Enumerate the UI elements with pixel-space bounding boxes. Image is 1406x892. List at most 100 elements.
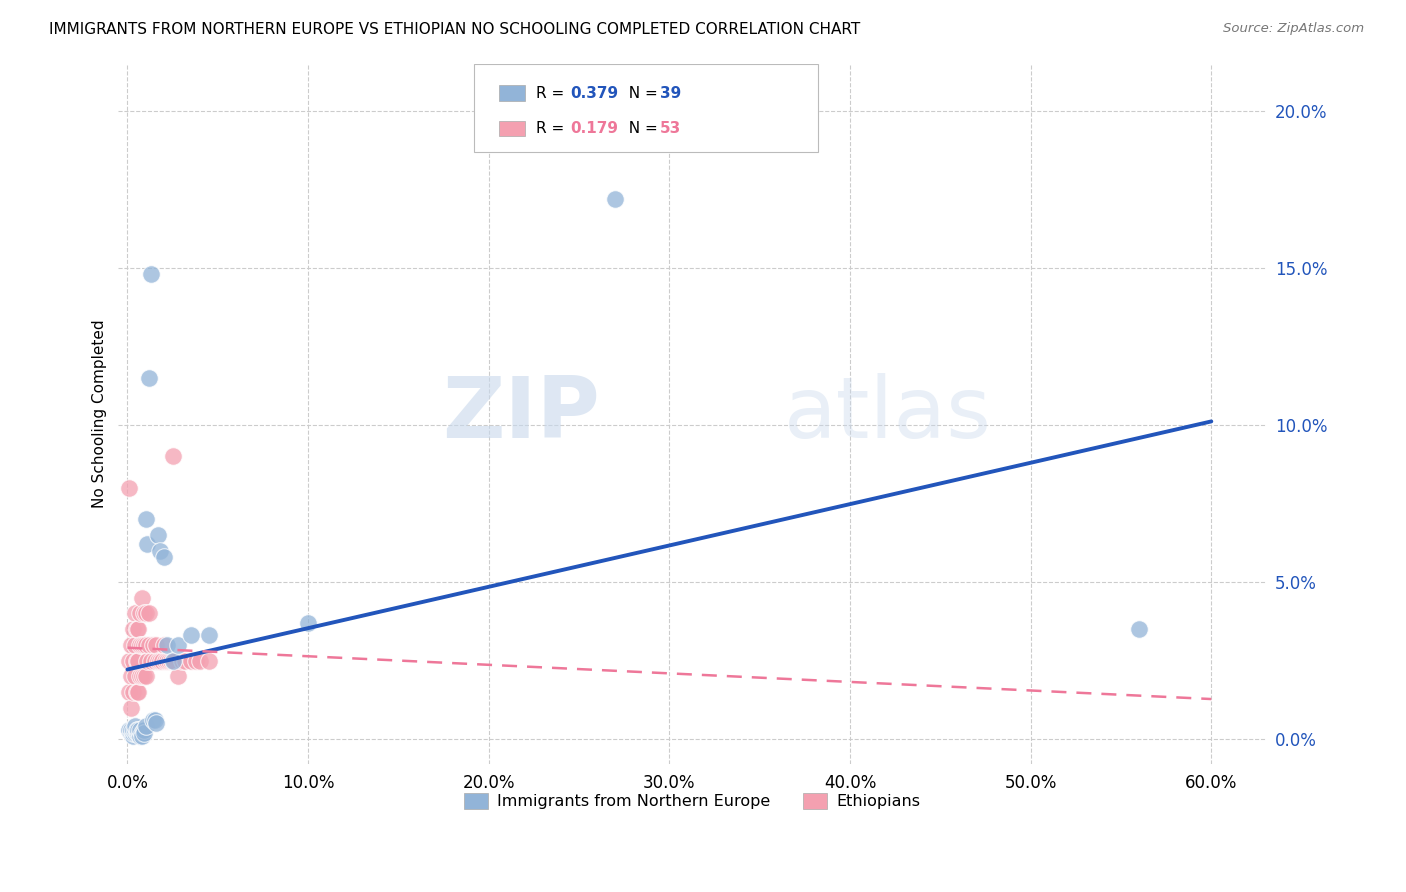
Point (135, 607, 157, 621)
Point (120, 669, 142, 683)
Point (149, 654, 172, 668)
Point (122, 729, 145, 743)
Point (125, 654, 148, 668)
Point (131, 591, 153, 605)
Point (129, 638, 152, 652)
Point (122, 723, 145, 737)
Text: N =: N = (619, 121, 662, 136)
Point (124, 607, 146, 621)
Text: R =: R = (536, 121, 569, 136)
Point (122, 725, 145, 739)
Point (142, 713, 165, 727)
Point (120, 723, 142, 737)
Point (132, 725, 155, 739)
Point (135, 669, 157, 683)
Text: Source: ZipAtlas.com: Source: ZipAtlas.com (1223, 22, 1364, 36)
Point (129, 723, 152, 737)
Point (131, 638, 153, 652)
Point (120, 700, 142, 714)
Point (129, 607, 152, 621)
Point (156, 654, 179, 668)
Text: atlas: atlas (783, 373, 991, 456)
Point (132, 607, 155, 621)
Point (139, 268, 162, 282)
Point (297, 615, 319, 630)
Point (174, 654, 197, 668)
Point (127, 622, 149, 636)
Text: ZIP: ZIP (443, 373, 600, 456)
Point (122, 622, 145, 636)
Point (159, 654, 181, 668)
Point (197, 628, 219, 642)
Point (118, 723, 141, 737)
Point (124, 669, 146, 683)
Text: IMMIGRANTS FROM NORTHERN EUROPE VS ETHIOPIAN NO SCHOOLING COMPLETED CORRELATION : IMMIGRANTS FROM NORTHERN EUROPE VS ETHIO… (49, 22, 860, 37)
Point (120, 638, 142, 652)
FancyBboxPatch shape (474, 64, 818, 152)
Point (605, 192, 627, 206)
Point (129, 669, 152, 683)
Text: 39: 39 (659, 86, 681, 101)
FancyBboxPatch shape (499, 120, 524, 136)
Point (127, 725, 149, 739)
Point (143, 713, 166, 727)
Point (118, 654, 141, 668)
Text: 0.379: 0.379 (571, 86, 619, 101)
Point (167, 669, 190, 683)
Point (124, 719, 146, 733)
Point (184, 654, 207, 668)
Point (188, 654, 211, 668)
Point (132, 723, 155, 737)
Point (150, 654, 173, 668)
Point (132, 638, 155, 652)
Point (163, 654, 186, 668)
Point (149, 543, 172, 558)
Point (120, 725, 142, 739)
Point (129, 729, 152, 743)
Point (125, 685, 148, 699)
Point (162, 654, 184, 668)
Point (124, 723, 146, 737)
Point (127, 654, 149, 668)
Text: 53: 53 (659, 121, 681, 136)
Point (127, 723, 149, 737)
Point (138, 371, 160, 385)
Point (122, 685, 145, 699)
Point (122, 654, 145, 668)
Point (152, 549, 174, 564)
Point (124, 638, 146, 652)
Point (167, 638, 190, 652)
Point (132, 669, 155, 683)
Point (135, 719, 157, 733)
Point (152, 638, 174, 652)
Point (136, 537, 159, 551)
Point (156, 638, 179, 652)
Y-axis label: No Schooling Completed: No Schooling Completed (93, 320, 107, 508)
Point (148, 528, 170, 542)
Point (180, 654, 202, 668)
Point (180, 628, 202, 642)
Point (138, 638, 160, 652)
Point (124, 725, 146, 739)
Text: N =: N = (619, 86, 662, 101)
Point (127, 685, 149, 699)
Point (135, 512, 157, 526)
Point (145, 716, 167, 731)
Point (170, 654, 193, 668)
Point (135, 638, 157, 652)
Point (143, 654, 166, 668)
Point (131, 725, 153, 739)
Point (129, 725, 152, 739)
Point (125, 622, 148, 636)
FancyBboxPatch shape (499, 86, 524, 101)
Point (155, 654, 177, 668)
Point (131, 669, 153, 683)
Point (145, 638, 167, 652)
Legend: Immigrants from Northern Europe, Ethiopians: Immigrants from Northern Europe, Ethiopi… (457, 787, 927, 815)
Point (162, 654, 184, 668)
Point (162, 450, 184, 464)
Point (138, 607, 160, 621)
Point (157, 654, 180, 668)
Text: 0.179: 0.179 (571, 121, 619, 136)
Point (131, 729, 153, 743)
